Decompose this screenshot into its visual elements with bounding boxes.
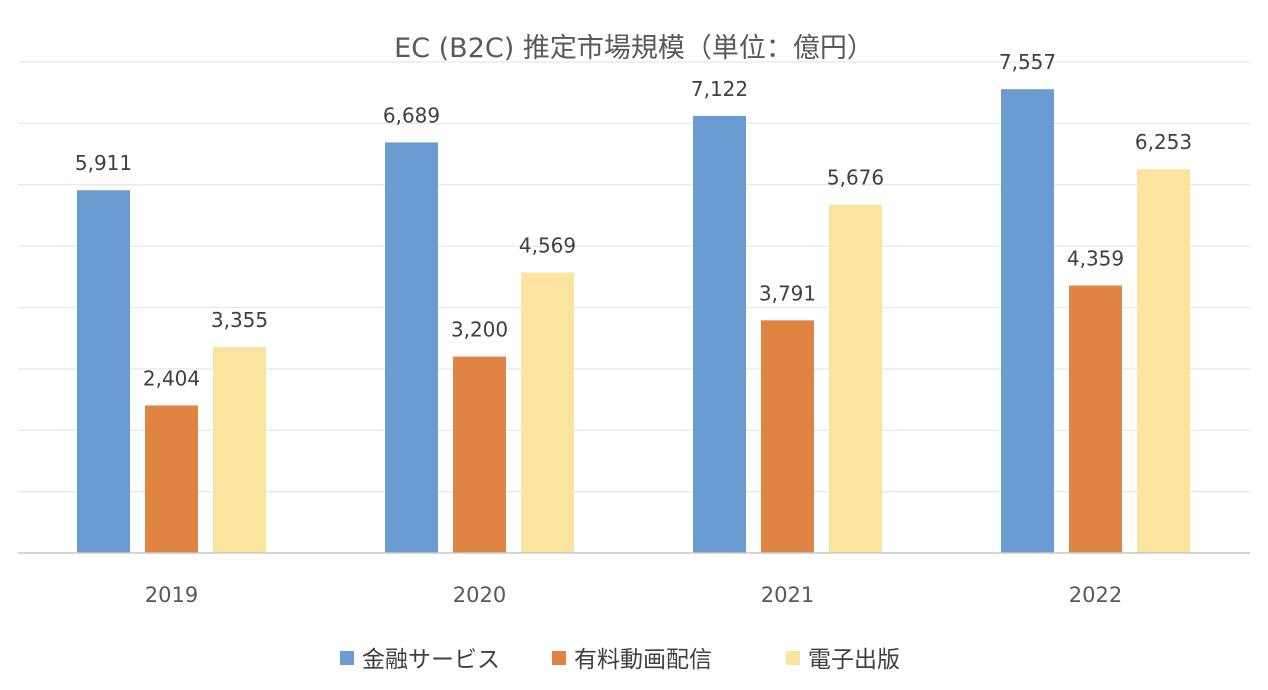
data-label: 5,911 (75, 151, 132, 175)
bar (213, 347, 266, 553)
bar (693, 115, 746, 553)
data-label: 3,791 (759, 281, 816, 305)
bar (77, 190, 130, 553)
bars (77, 89, 1190, 554)
chart-title: EC (B2C) 推定市場規模（単位：億円） (394, 33, 874, 64)
gridlines (18, 61, 1250, 493)
bar (453, 356, 506, 553)
x-tick-label: 2019 (145, 583, 198, 607)
bar (521, 272, 574, 553)
data-label: 7,122 (691, 77, 748, 101)
data-label: 4,569 (519, 234, 576, 258)
legend-label: 電子出版 (808, 647, 900, 673)
legend: 金融サービス 有料動画配信 電子出版 (340, 647, 900, 673)
data-label: 7,557 (999, 50, 1056, 74)
data-labels: 5,911 6,689 7,122 7,557 2,404 3,200 3,791 4,359… (75, 50, 1192, 390)
bar (761, 320, 814, 553)
x-tick-label: 2022 (1069, 583, 1122, 607)
bar (1137, 169, 1190, 554)
legend-label: 金融サービス (362, 647, 500, 673)
x-axis: 2019 2020 2021 2022 (18, 552, 1250, 607)
bar (1069, 285, 1122, 553)
data-label: 3,200 (451, 318, 508, 342)
x-tick-label: 2021 (761, 583, 814, 607)
data-label: 3,355 (211, 308, 268, 332)
bar (385, 142, 438, 553)
legend-swatch (786, 651, 800, 665)
legend-swatch (552, 651, 566, 665)
data-label: 6,253 (1135, 130, 1192, 154)
legend-label: 有料動画配信 (574, 647, 712, 673)
data-label: 6,689 (383, 103, 440, 127)
data-label: 5,676 (827, 166, 884, 190)
legend-swatch (340, 651, 354, 665)
x-tick-label: 2020 (453, 583, 506, 607)
data-label: 2,404 (143, 366, 200, 390)
bar (1001, 89, 1054, 554)
data-label: 4,359 (1067, 246, 1124, 270)
bar (145, 405, 198, 553)
bar (829, 204, 882, 553)
